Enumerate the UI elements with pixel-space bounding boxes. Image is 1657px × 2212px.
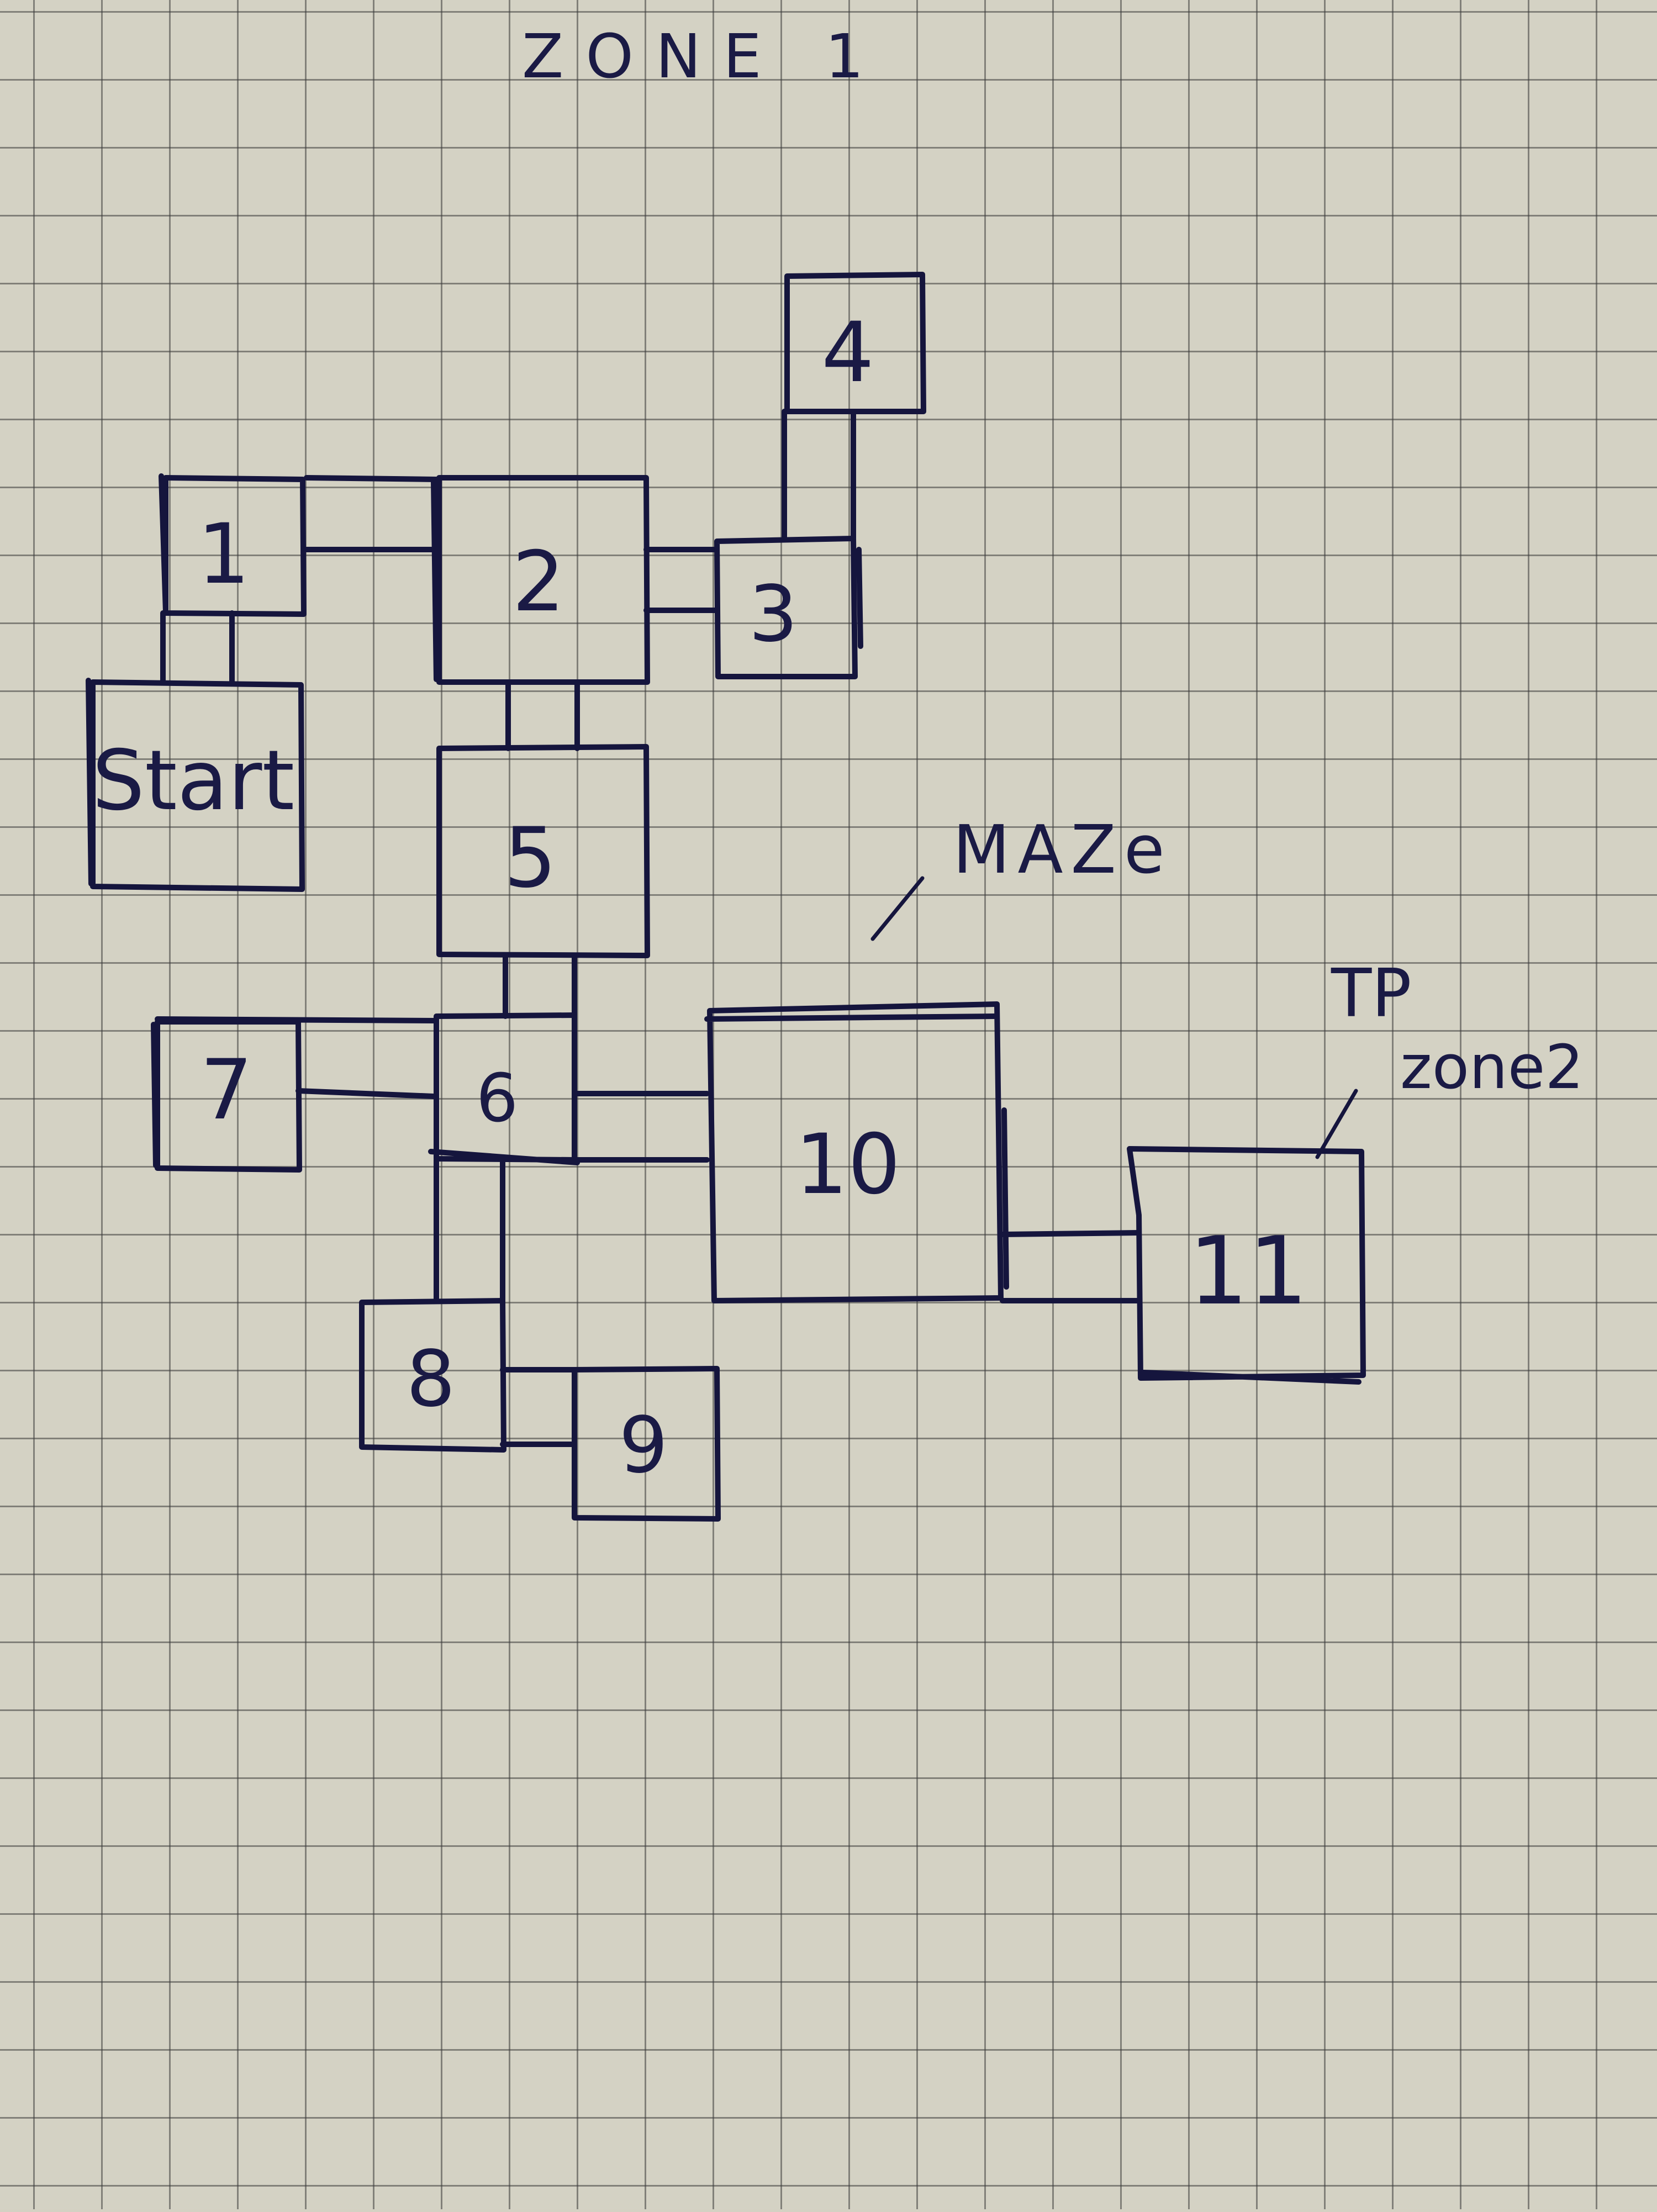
corridor-2-3: [643, 547, 718, 613]
zone2-label: zone2: [1400, 1032, 1584, 1102]
room-3: 3: [714, 536, 863, 679]
room-6-label: 6: [476, 1060, 518, 1137]
corridor-3-4: [782, 409, 856, 541]
room-7-label: 7: [200, 1042, 252, 1138]
tp-label: TP: [1331, 955, 1412, 1032]
room-9-label: 9: [619, 1401, 668, 1491]
corridor-7-6: [155, 1016, 436, 1099]
room-2: 2: [431, 475, 650, 685]
zone-title: ZONE 1: [522, 21, 886, 92]
room-start: Start: [86, 678, 305, 892]
corridor-6-8: [434, 1157, 505, 1303]
room-start-label: Start: [92, 733, 294, 829]
room-9: 9: [572, 1366, 721, 1522]
room-4-label: 4: [821, 305, 874, 401]
room-11-label: 11: [1189, 1217, 1308, 1326]
room-8: 8: [359, 1298, 506, 1453]
room-10-label: 10: [795, 1117, 901, 1213]
room-5: 5: [436, 744, 650, 958]
room-3-label: 3: [748, 569, 798, 659]
room-10: 10: [704, 1001, 1009, 1303]
room-11: 11: [1127, 1146, 1366, 1385]
corridor-5-6: [503, 953, 577, 1019]
room-5-label: 5: [504, 810, 556, 906]
room-8-label: 8: [406, 1334, 455, 1424]
maze-annotation: MAZe: [870, 812, 1173, 941]
corridor-1-start: [160, 610, 235, 685]
teleport-annotation: TP zone2: [1315, 955, 1584, 1159]
room-1-label: 1: [197, 506, 250, 603]
corridor-10-11: [1000, 1230, 1141, 1303]
room-4: 4: [784, 272, 926, 414]
corridor-2-5: [505, 679, 580, 751]
room-6: 6: [428, 1012, 580, 1165]
room-7: 7: [151, 1019, 302, 1173]
room-2-label: 2: [512, 534, 564, 630]
corridor-1-2: [304, 475, 439, 552]
corridor-6-10: [572, 1091, 710, 1163]
corridor-8-9: [500, 1367, 577, 1447]
room-1: 1: [159, 473, 307, 617]
maze-label: MAZe: [953, 812, 1173, 889]
